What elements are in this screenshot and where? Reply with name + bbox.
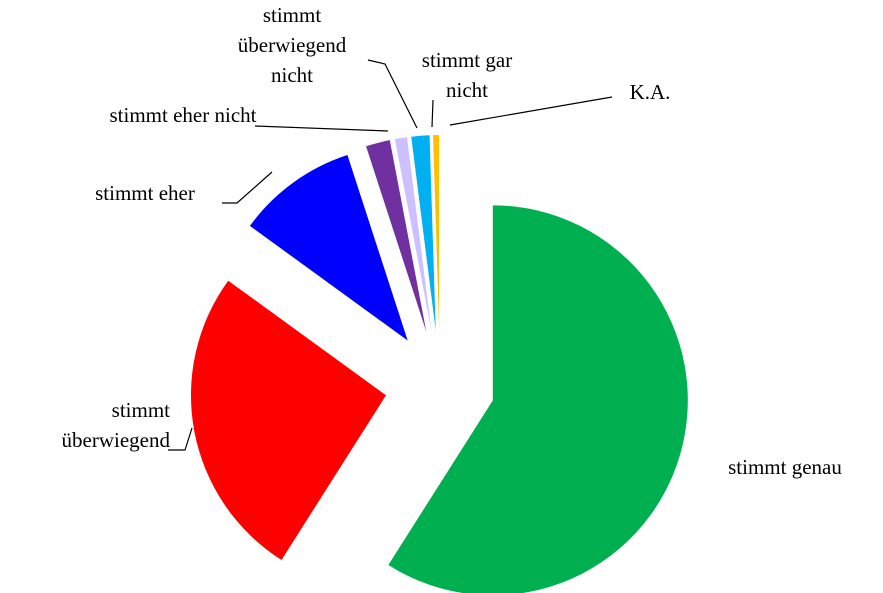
- pie-slice: [411, 135, 436, 331]
- pie-slice: [366, 140, 427, 332]
- pie-slice: [394, 137, 432, 331]
- leader-line: [222, 171, 273, 204]
- pie-slice: [388, 205, 688, 593]
- leader-line: [431, 99, 434, 128]
- leader-line: [168, 427, 193, 451]
- slice-label: stimmt eher: [95, 181, 195, 205]
- pie-slice: [190, 280, 386, 560]
- leader-line: [367, 59, 418, 129]
- slice-label: stimmt genau: [728, 455, 842, 479]
- leader-line: [254, 125, 389, 132]
- pie-slice: [249, 155, 408, 341]
- pie-slice: [433, 135, 440, 331]
- slice-label: stimmt eher nicht: [109, 103, 257, 127]
- leader-line: [449, 96, 613, 126]
- slice-label: stimmt überwiegend nicht: [237, 3, 347, 87]
- slice-label: stimmt überwiegend: [61, 398, 170, 452]
- slice-label: stimmt gar nicht: [421, 48, 513, 102]
- slice-label: K.A.: [629, 80, 671, 104]
